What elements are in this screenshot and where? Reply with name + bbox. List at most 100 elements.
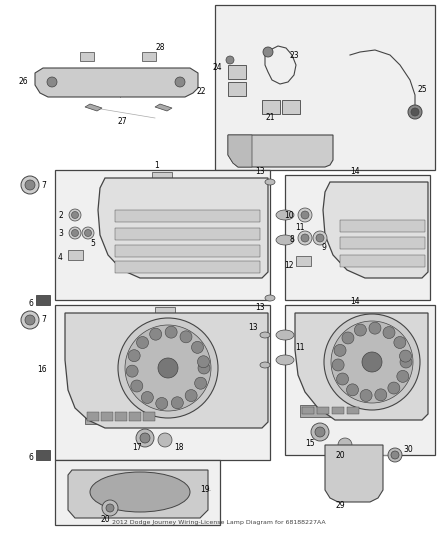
Text: 29: 29 xyxy=(335,500,345,510)
Circle shape xyxy=(102,500,118,516)
Text: 2: 2 xyxy=(58,211,63,220)
Text: 20: 20 xyxy=(335,450,345,459)
Bar xyxy=(143,412,155,421)
Bar xyxy=(85,410,157,424)
Circle shape xyxy=(175,77,185,87)
Circle shape xyxy=(362,352,382,372)
Bar xyxy=(285,175,430,300)
Polygon shape xyxy=(68,470,208,518)
Polygon shape xyxy=(115,210,260,222)
Bar xyxy=(282,100,300,114)
Bar xyxy=(347,407,359,414)
Ellipse shape xyxy=(265,295,275,301)
Circle shape xyxy=(198,362,210,374)
Text: 11: 11 xyxy=(295,222,304,231)
Polygon shape xyxy=(228,135,252,167)
Circle shape xyxy=(298,231,312,245)
Circle shape xyxy=(338,438,352,452)
Polygon shape xyxy=(115,228,260,240)
Text: 1: 1 xyxy=(155,161,159,171)
Circle shape xyxy=(313,231,327,245)
Ellipse shape xyxy=(276,210,294,220)
Bar xyxy=(215,5,435,170)
Bar xyxy=(142,52,156,61)
Circle shape xyxy=(126,365,138,377)
Text: 3: 3 xyxy=(58,229,63,238)
Circle shape xyxy=(369,322,381,334)
Polygon shape xyxy=(340,255,425,267)
Circle shape xyxy=(21,176,39,194)
Circle shape xyxy=(354,324,366,336)
Circle shape xyxy=(171,397,184,409)
Circle shape xyxy=(263,47,273,57)
Bar xyxy=(129,412,141,421)
Circle shape xyxy=(137,336,148,349)
Circle shape xyxy=(311,423,329,441)
Bar xyxy=(285,305,435,455)
Bar xyxy=(317,407,329,414)
Polygon shape xyxy=(340,237,425,249)
Bar xyxy=(332,407,344,414)
Circle shape xyxy=(336,373,349,385)
Ellipse shape xyxy=(260,362,270,368)
Circle shape xyxy=(411,108,419,116)
Circle shape xyxy=(71,230,78,237)
Bar xyxy=(80,52,94,61)
Text: 4: 4 xyxy=(58,254,63,262)
Ellipse shape xyxy=(276,235,294,245)
Bar xyxy=(36,295,50,305)
Circle shape xyxy=(301,211,309,219)
Bar xyxy=(55,460,220,525)
Text: 18: 18 xyxy=(174,443,184,453)
Polygon shape xyxy=(340,220,425,232)
Bar xyxy=(270,140,292,160)
Circle shape xyxy=(226,56,234,64)
Circle shape xyxy=(25,180,35,190)
Bar xyxy=(240,140,262,160)
Text: 8: 8 xyxy=(289,236,294,245)
Bar xyxy=(228,65,246,79)
Polygon shape xyxy=(228,135,333,167)
Text: 13: 13 xyxy=(248,324,258,333)
Text: 15: 15 xyxy=(305,439,314,448)
Circle shape xyxy=(388,448,402,462)
Circle shape xyxy=(383,327,395,338)
Polygon shape xyxy=(155,104,172,111)
Circle shape xyxy=(316,234,324,242)
Bar xyxy=(228,82,246,96)
Circle shape xyxy=(47,77,57,87)
Circle shape xyxy=(69,227,81,239)
Circle shape xyxy=(158,433,172,447)
Circle shape xyxy=(388,382,400,394)
Polygon shape xyxy=(115,245,260,257)
Text: 23: 23 xyxy=(290,51,300,60)
Text: 5: 5 xyxy=(90,238,95,247)
Text: 21: 21 xyxy=(265,114,275,123)
Circle shape xyxy=(85,230,92,237)
Circle shape xyxy=(21,311,39,329)
Circle shape xyxy=(71,212,78,219)
Bar xyxy=(300,405,365,417)
Circle shape xyxy=(408,105,422,119)
Circle shape xyxy=(158,358,178,378)
Bar xyxy=(302,407,314,414)
Polygon shape xyxy=(85,104,102,111)
Bar xyxy=(115,412,127,421)
Text: 20: 20 xyxy=(100,515,110,524)
Polygon shape xyxy=(35,68,198,97)
Polygon shape xyxy=(295,313,428,420)
Text: 22: 22 xyxy=(197,87,206,96)
Text: 6: 6 xyxy=(28,298,33,308)
Text: 10: 10 xyxy=(284,211,294,220)
Circle shape xyxy=(334,344,346,357)
Text: 13: 13 xyxy=(255,167,265,176)
Text: 25: 25 xyxy=(418,85,427,94)
Text: 2012 Dodge Journey Wiring-License Lamp Diagram for 68188227AA: 2012 Dodge Journey Wiring-License Lamp D… xyxy=(112,520,326,525)
Circle shape xyxy=(198,356,209,368)
Text: 27: 27 xyxy=(117,117,127,126)
Circle shape xyxy=(165,326,177,338)
Bar xyxy=(262,100,280,114)
Ellipse shape xyxy=(265,179,275,185)
Text: 7: 7 xyxy=(41,181,46,190)
Text: 9: 9 xyxy=(322,244,327,253)
